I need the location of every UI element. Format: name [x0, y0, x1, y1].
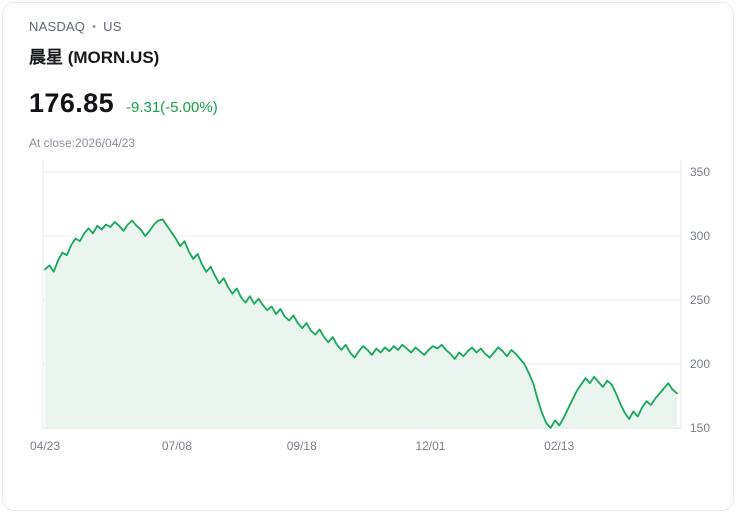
chart-area: 350 300 250 200 150 04/23 07/08 09/18 12/01 02/13 — [3, 158, 733, 465]
market-row: NASDAQ • US — [29, 19, 707, 34]
x-tick-label: 12/01 — [415, 439, 445, 453]
last-price: 176.85 — [29, 88, 114, 118]
y-tick-label: 300 — [690, 229, 710, 243]
y-tick-label: 150 — [690, 421, 710, 435]
price-area-fill — [45, 219, 677, 428]
exchange-label: NASDAQ — [29, 19, 86, 34]
x-tick-label: 09/18 — [287, 439, 317, 453]
separator-dot: • — [92, 20, 97, 33]
y-tick-label: 250 — [690, 293, 710, 307]
price-change: -9.31(-5.00%) — [125, 99, 218, 116]
y-tick-label: 350 — [690, 165, 710, 179]
x-tick-label: 07/08 — [162, 439, 192, 453]
stock-title: 晨星 (MORN.US) — [29, 48, 160, 67]
price-line — [44, 218, 678, 429]
price-row: 176.85 -9.31(-5.00%) — [29, 88, 707, 119]
y-tick-label: 200 — [690, 357, 710, 371]
price-chart[interactable]: 350 300 250 200 150 04/23 07/08 09/18 12/01 02/13 — [3, 158, 733, 460]
quote-header: NASDAQ • US 晨星 (MORN.US) 176.85 -9.31(-5… — [3, 3, 733, 150]
close-info: At close:2026/04/23 — [29, 136, 136, 150]
x-tick-label: 04/23 — [30, 439, 60, 453]
region-label: US — [103, 19, 122, 34]
x-tick-label: 02/13 — [544, 439, 574, 453]
